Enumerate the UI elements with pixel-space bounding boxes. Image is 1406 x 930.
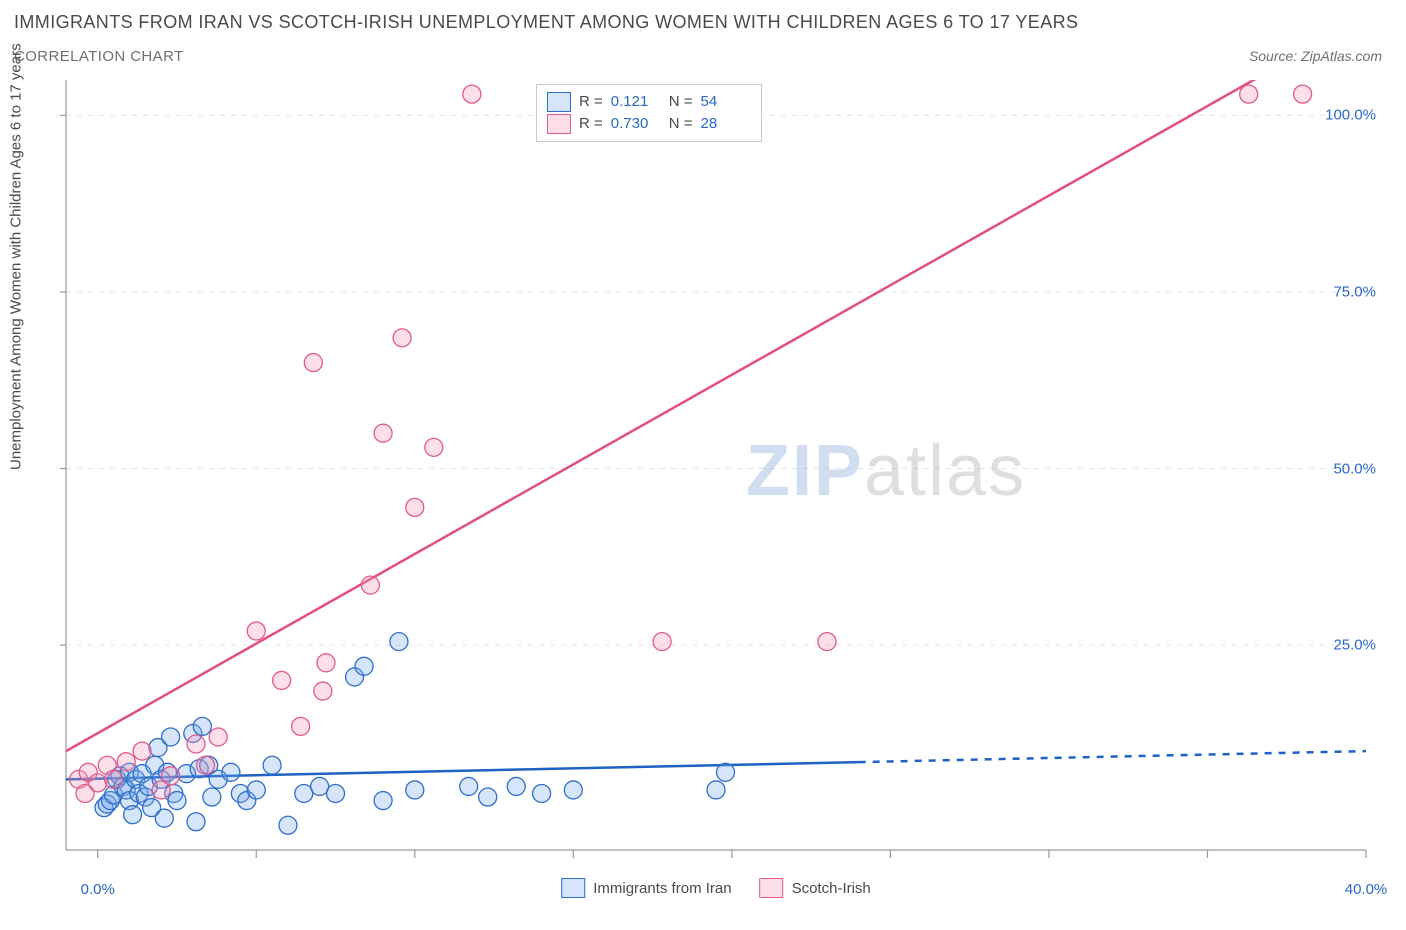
x-tick-label: 40.0%: [1345, 881, 1388, 898]
series-legend: Immigrants from Iran Scotch-Irish: [561, 878, 871, 898]
legend-item: Scotch-Irish: [760, 878, 871, 898]
y-tick-label: 25.0%: [1333, 637, 1376, 654]
y-tick-label: 100.0%: [1325, 107, 1376, 124]
legend-series-label: Scotch-Irish: [792, 880, 871, 897]
chart-title-main: IMMIGRANTS FROM IRAN VS SCOTCH-IRISH UNE…: [14, 12, 1078, 33]
legend-r-label: R =: [579, 91, 603, 113]
legend-r-label: R =: [579, 113, 603, 135]
legend-swatch: [561, 878, 585, 898]
legend-r-value: 0.730: [611, 113, 661, 135]
legend-r-value: 0.121: [611, 91, 661, 113]
x-tick-label: 0.0%: [81, 881, 115, 898]
legend-swatch: [547, 114, 571, 134]
legend-item: Immigrants from Iran: [561, 878, 731, 898]
legend-n-label: N =: [669, 91, 693, 113]
y-axis-label: Unemployment Among Women with Children A…: [8, 43, 25, 470]
y-tick-label: 50.0%: [1333, 460, 1376, 477]
chart-svg: [56, 80, 1376, 870]
legend-series-label: Immigrants from Iran: [593, 880, 731, 897]
chart-title-sub: CORRELATION CHART: [14, 48, 184, 65]
y-tick-label: 75.0%: [1333, 283, 1376, 300]
legend-row: R = 0.730 N = 28: [547, 113, 751, 135]
legend-n-value: 54: [701, 91, 751, 113]
legend-n-label: N =: [669, 113, 693, 135]
scatter-plot: 25.0%50.0%75.0%100.0% 0.0%40.0% ZIPatlas…: [56, 80, 1376, 870]
legend-n-value: 28: [701, 113, 751, 135]
legend-swatch: [547, 92, 571, 112]
legend-row: R = 0.121 N = 54: [547, 91, 751, 113]
legend-swatch: [760, 878, 784, 898]
source-label: Source: ZipAtlas.com: [1249, 48, 1382, 64]
correlation-legend: R = 0.121 N = 54 R = 0.730 N = 28: [536, 84, 762, 142]
